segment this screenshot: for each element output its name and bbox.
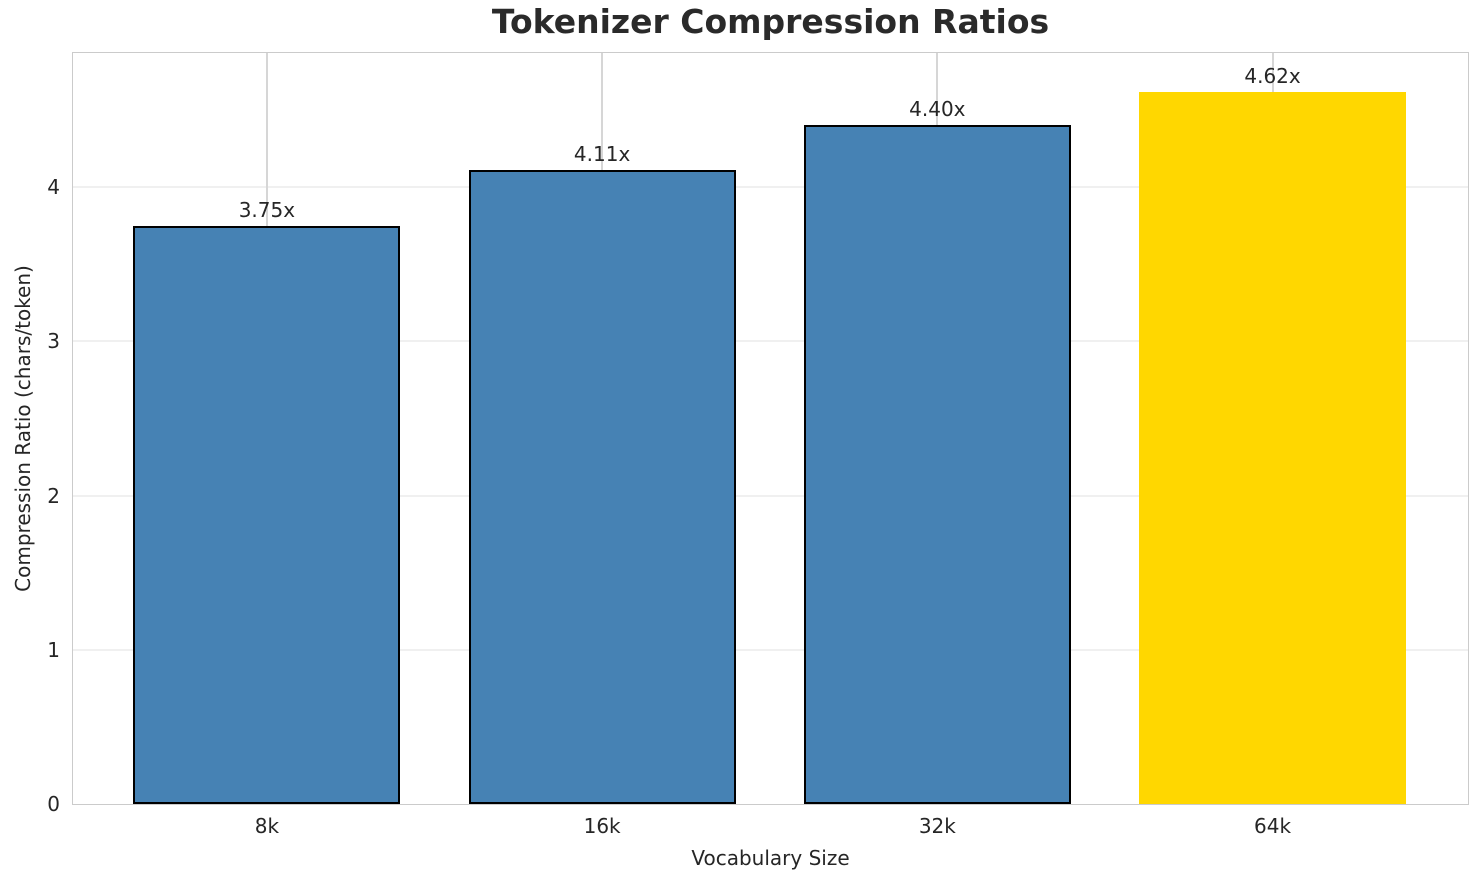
bar-value-label-8k: 3.75x [238, 197, 296, 222]
x-axis-label: Vocabulary Size [691, 846, 850, 870]
bar-8k [133, 225, 401, 804]
y-tick-label-1: 1 [47, 637, 60, 662]
horizontal-gridline [73, 494, 1468, 497]
bar-16k [468, 170, 736, 804]
x-tick-label-16k: 16k [583, 814, 621, 838]
y-axis-label: Compression Ratio (chars/token) [11, 265, 35, 592]
x-tick-label-8k: 8k [254, 814, 280, 838]
bar-value-label-32k: 4.40x [909, 97, 966, 122]
y-tick-label-2: 2 [47, 483, 60, 508]
x-tick-label-32k: 32k [918, 814, 956, 838]
bar-64k [1138, 91, 1407, 804]
y-tick-label-3: 3 [47, 329, 60, 354]
y-tick-label-4: 4 [47, 175, 60, 200]
y-tick-label-0: 0 [47, 792, 60, 816]
plot-area: 3.75x 4.11x 4.40x 4.62x [72, 52, 1469, 805]
horizontal-gridline [73, 340, 1468, 343]
bar-32k [803, 125, 1071, 804]
chart-title: Tokenizer Compression Ratios [491, 2, 1050, 41]
bar-value-label-16k: 4.11x [573, 142, 631, 167]
horizontal-gridline [73, 186, 1468, 189]
bar-value-label-64k: 4.62x [1244, 63, 1301, 88]
horizontal-gridline [73, 648, 1468, 651]
x-tick-label-64k: 64k [1254, 814, 1292, 838]
